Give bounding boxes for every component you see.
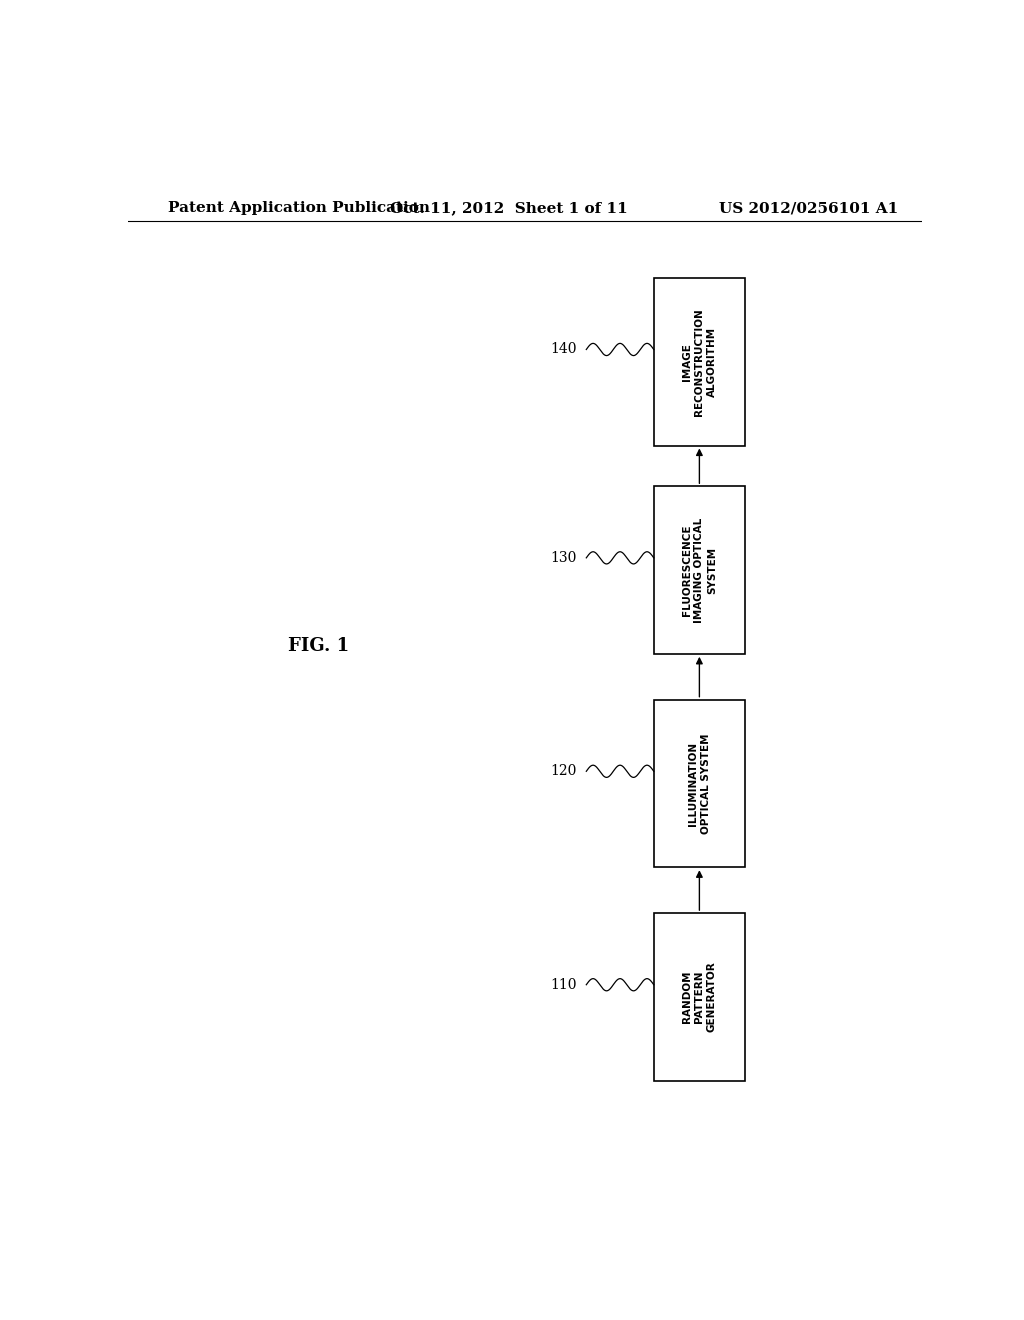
Text: Patent Application Publication: Patent Application Publication bbox=[168, 201, 430, 215]
Text: FIG. 1: FIG. 1 bbox=[288, 638, 349, 655]
Bar bbox=[653, 277, 745, 446]
Text: US 2012/0256101 A1: US 2012/0256101 A1 bbox=[719, 201, 898, 215]
Bar bbox=[653, 913, 745, 1081]
Text: FLUORESCENCE
IMAGING OPTICAL
SYSTEM: FLUORESCENCE IMAGING OPTICAL SYSTEM bbox=[682, 517, 717, 623]
Text: IMAGE
RECONSTRUCTION
ALGORITHM: IMAGE RECONSTRUCTION ALGORITHM bbox=[682, 308, 717, 416]
Bar bbox=[653, 700, 745, 867]
Text: RANDOM
PATTERN
GENERATOR: RANDOM PATTERN GENERATOR bbox=[682, 961, 717, 1032]
Bar bbox=[653, 486, 745, 653]
Text: ILLUMINATION
OPTICAL SYSTEM: ILLUMINATION OPTICAL SYSTEM bbox=[688, 733, 711, 834]
Text: 140: 140 bbox=[551, 342, 578, 356]
Text: 120: 120 bbox=[551, 764, 577, 779]
Text: 110: 110 bbox=[551, 978, 578, 991]
Text: 130: 130 bbox=[551, 550, 577, 565]
Text: Oct. 11, 2012  Sheet 1 of 11: Oct. 11, 2012 Sheet 1 of 11 bbox=[390, 201, 628, 215]
